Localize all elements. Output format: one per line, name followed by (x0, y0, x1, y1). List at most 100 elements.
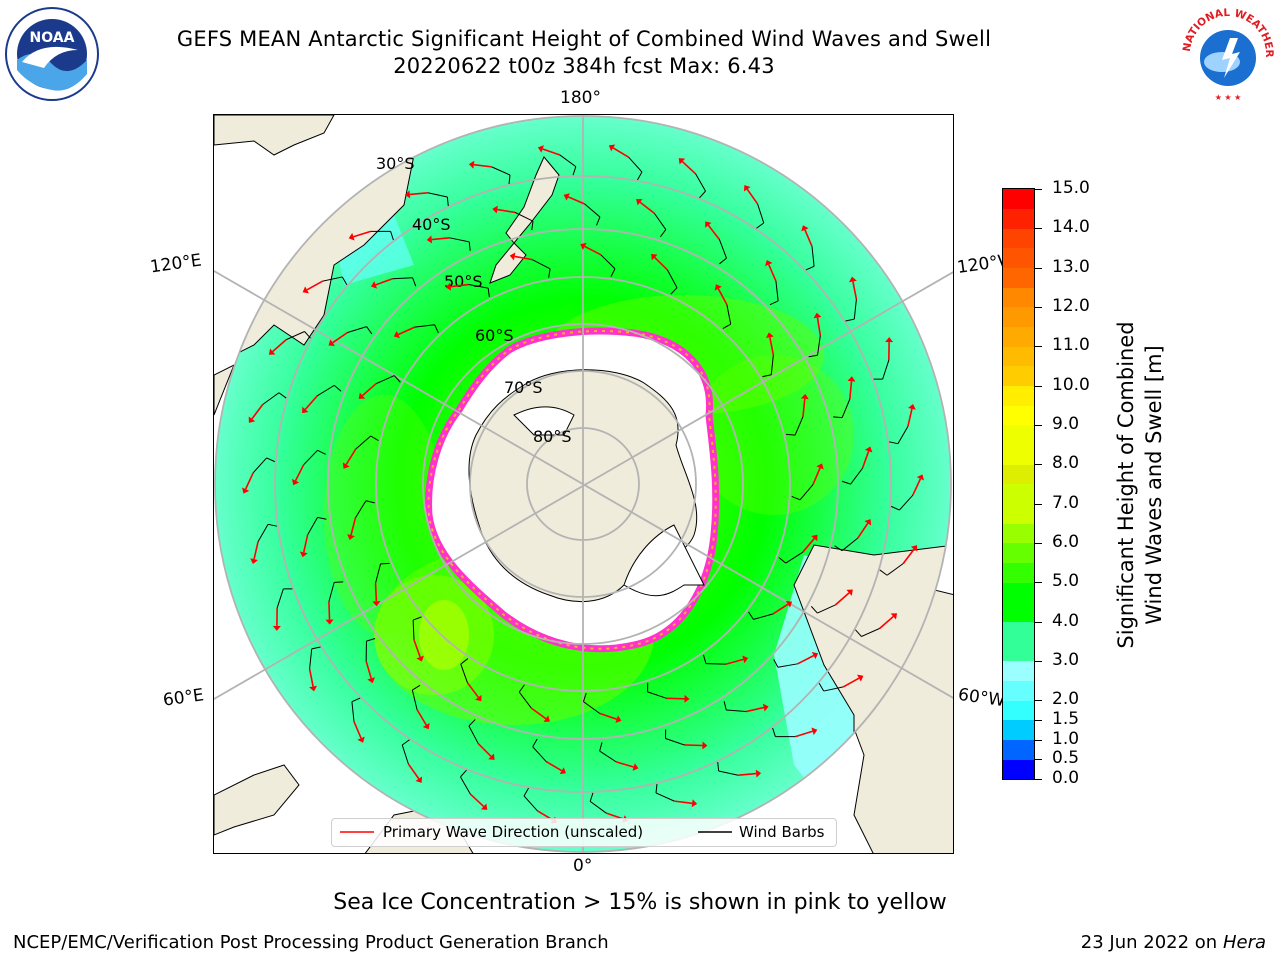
wind-barb (411, 689, 418, 710)
wave-direction-arrow (802, 398, 806, 417)
colorbar-segment (1003, 228, 1034, 249)
wave-arrow-head (468, 160, 475, 169)
wind-barb (882, 359, 890, 380)
wind-barb (351, 701, 355, 722)
colorbar-tick (1034, 228, 1042, 230)
wave-direction-arrow (353, 721, 362, 739)
wave-direction-arrow (849, 381, 853, 400)
wave-arrow-head (445, 282, 452, 291)
colorbar-label-line1: Significant Height of Combined (1114, 321, 1138, 649)
wind-barb-flag (531, 221, 534, 231)
colorbar-tick-label: 15.0 (1052, 178, 1090, 198)
wave-direction-arrow (745, 706, 764, 713)
wind-barb (303, 449, 318, 466)
colorbar-segment (1003, 582, 1034, 603)
wind-barb (375, 375, 395, 385)
wind-barb (886, 563, 904, 576)
colorbar-segment (1003, 444, 1034, 465)
wave-arrow-head (765, 332, 774, 339)
wave-arrow-head (885, 337, 894, 343)
wave-arrow-head (800, 393, 809, 400)
lat-label-70S: 70°S (504, 378, 543, 397)
wind-barb-flag (366, 326, 373, 335)
wave-direction-arrow (852, 281, 858, 300)
wave-direction-arrow (707, 224, 721, 240)
wave-arrow-head (811, 652, 819, 660)
wave-arrow-head (755, 769, 762, 778)
wind-barb (647, 691, 667, 699)
wind-barb (518, 691, 532, 709)
colorbar-tick (1034, 700, 1042, 702)
colorbar-tick (1034, 267, 1042, 269)
wind-barb (695, 173, 706, 192)
colorbar-segment (1003, 562, 1034, 583)
wind-barb (811, 246, 815, 267)
wave-direction-arrow (567, 196, 586, 205)
wave-arrow-head (347, 534, 355, 541)
wind-barb-flag (879, 569, 888, 576)
wind-barb (589, 800, 607, 814)
wave-arrow-head (848, 276, 857, 283)
wind-barb (817, 335, 821, 356)
wind-barb-flag (412, 684, 421, 691)
wave-arrow-head (415, 776, 423, 783)
wind-barb-flag (341, 276, 348, 285)
wind-barb (823, 686, 844, 692)
wave-direction-arrow (308, 668, 314, 687)
wave-direction-arrow (717, 288, 728, 305)
wave-arrow-head (847, 376, 856, 382)
wind-barb (718, 239, 727, 259)
wind-barb-flag (267, 523, 277, 527)
wave-arrow-head (422, 722, 430, 730)
wind-barb-flag (810, 606, 818, 614)
wind-barb-flag (762, 374, 772, 378)
wave-direction-arrow (514, 255, 533, 261)
wind-barb (514, 211, 534, 222)
wave-direction-arrow (473, 163, 492, 168)
wave-arrow-head (268, 348, 276, 355)
wind-barb (770, 354, 774, 375)
colorbar-segment (1003, 503, 1034, 524)
wave-direction-arrow (407, 763, 420, 780)
wave-arrow-head (325, 619, 334, 625)
wind-barb-flag (889, 441, 899, 445)
graticule (214, 115, 953, 853)
wave-direction-arrow (409, 191, 428, 196)
wave-arrow-head (372, 601, 381, 607)
wind-barb-flag (351, 697, 361, 703)
wind-barb-flag (266, 457, 276, 463)
wave-arrow-head (302, 286, 309, 294)
wave-arrow-head (543, 715, 550, 722)
colorbar-segment (1003, 602, 1034, 623)
wave-direction-arrow (738, 772, 757, 777)
colorbar-segment (1003, 641, 1034, 662)
wind-barb-flag (468, 241, 471, 251)
wind-barb (599, 750, 617, 763)
wind-barb-flag (834, 545, 843, 552)
colorbar-tick (1034, 779, 1042, 780)
colorbar-tick-label: 12.0 (1052, 296, 1090, 316)
wave-arrow-head (864, 446, 873, 453)
wave-direction-arrow (375, 277, 393, 286)
lat-label-80S: 80°S (533, 427, 572, 446)
colorbar-tick (1034, 346, 1042, 348)
lat-label-30S: 30°S (376, 154, 415, 173)
wave-arrow-head (328, 339, 335, 346)
map-panel[interactable]: 30°S 40°S 50°S 60°S 70°S 80°S (213, 114, 954, 854)
wave-arrow-head (580, 242, 587, 250)
svg-text:★ ★ ★: ★ ★ ★ (1215, 93, 1242, 102)
wind-barb-flag (278, 392, 287, 399)
wind-barb-flag (412, 277, 417, 287)
wave-direction-arrow (353, 230, 371, 238)
colorbar-tick-label: 11.0 (1052, 335, 1090, 356)
wave-arrow-head (309, 685, 318, 692)
wave-direction-arrow (797, 654, 815, 665)
wave-arrow-head (250, 558, 258, 565)
wave-arrow-head (302, 406, 309, 414)
wind-barb (468, 284, 489, 289)
wind-barb (328, 582, 335, 602)
wind-barb (460, 663, 468, 684)
wave-arrow-head (684, 694, 690, 703)
wind-barb-flag (532, 738, 538, 748)
wave-arrow-head (393, 330, 400, 339)
